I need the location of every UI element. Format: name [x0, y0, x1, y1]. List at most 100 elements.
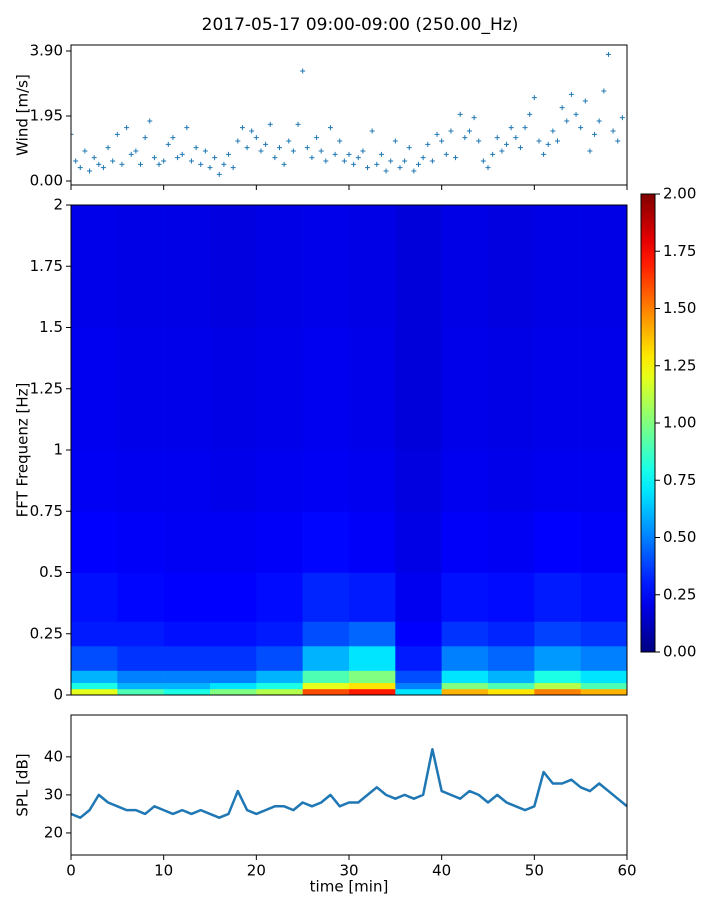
heat-cell [580, 205, 628, 328]
wind-point [355, 155, 361, 161]
heat-cell [534, 511, 581, 573]
heat-cell [580, 670, 628, 684]
heat-cell [302, 327, 350, 451]
wind-point [133, 148, 139, 154]
wind-point [582, 98, 588, 104]
wind-point [96, 161, 102, 167]
wind-point [184, 125, 190, 131]
wind-point [360, 148, 366, 154]
wind-point [91, 155, 97, 161]
heat-cell [534, 621, 581, 647]
wind-point [517, 145, 523, 151]
heat-cell [395, 205, 442, 328]
colorbar-tick-label: 2.00 [663, 185, 696, 203]
heat-cell [302, 621, 350, 647]
heat-cell [580, 327, 628, 451]
heat-cell [302, 511, 350, 573]
scatter-points [71, 51, 625, 177]
heat-cell [302, 572, 350, 622]
heat-cell [71, 670, 118, 684]
heat-cell [117, 327, 164, 451]
wind-point [592, 131, 598, 137]
heat-cell [163, 621, 211, 647]
heat-cell [256, 688, 303, 696]
heat-cell [580, 688, 628, 696]
wind-point [71, 131, 74, 137]
wind-point [596, 118, 602, 124]
wind-point [170, 135, 176, 141]
heat-cell [302, 646, 350, 671]
wind-point [175, 155, 181, 161]
wind-point [369, 128, 375, 134]
heat-cell [71, 646, 118, 671]
spl-line [71, 747, 627, 819]
wind-point [105, 145, 111, 151]
colorbar-tick-label: 1.50 [663, 299, 696, 317]
wind-point [216, 171, 222, 177]
heat-cell [534, 450, 581, 512]
heat-cell [349, 670, 396, 684]
heat-cell [534, 646, 581, 671]
heat-cell [441, 621, 489, 647]
heat-cell [210, 646, 257, 671]
wind-point [504, 141, 510, 147]
heat-cell [580, 572, 628, 622]
wind-point [212, 155, 218, 161]
heat-cell [302, 670, 350, 684]
wind-point [346, 151, 352, 157]
x-tick-label: 20 [247, 862, 266, 880]
heat-cell [488, 621, 535, 647]
wind-point [114, 131, 120, 137]
wind-point [295, 121, 301, 127]
colorbar-tick-label: 0.75 [663, 471, 696, 489]
figure-title: 2017-05-17 09:00-09:00 (250.00_Hz) [202, 15, 519, 35]
heat-cell [488, 205, 535, 328]
heat-cell [302, 682, 350, 690]
heat-cell [441, 205, 489, 328]
wind-point [425, 141, 431, 147]
heat-cell [349, 682, 396, 690]
wind-point [318, 148, 324, 154]
heat-cell [441, 646, 489, 671]
wind-point [156, 161, 162, 167]
heat-cell [71, 688, 118, 696]
colorbar-tick-label: 0.00 [663, 643, 696, 661]
wind-point [138, 161, 143, 167]
heat-cell [256, 511, 303, 573]
heat-cell [117, 205, 164, 328]
wind-point [494, 135, 500, 141]
wind-point [323, 158, 329, 164]
wind-point [573, 111, 579, 117]
wind-point [466, 128, 472, 134]
y-tick-label: 0 [53, 686, 63, 704]
colorbar-tick-label: 1.25 [663, 356, 696, 374]
x-tick-label: 60 [617, 862, 636, 880]
wind-point [480, 158, 486, 164]
wind-point [550, 128, 556, 134]
wind-point [513, 135, 519, 141]
wind-point [151, 155, 157, 161]
heat-cell [441, 511, 489, 573]
wind-point [439, 138, 445, 144]
heat-cell [302, 205, 350, 328]
wind-point [226, 151, 232, 157]
heat-cell [395, 572, 442, 622]
heat-cell [71, 572, 118, 622]
heat-cell [441, 572, 489, 622]
wind-point [619, 115, 625, 121]
wind-point [443, 151, 449, 157]
heat-cell [163, 646, 211, 671]
heat-cell [349, 450, 396, 512]
heat-cell [395, 646, 442, 671]
wind-point [453, 155, 459, 161]
heat-cell [256, 450, 303, 512]
heat-cell [117, 670, 164, 684]
wind-point [179, 151, 185, 157]
y-tick-label: 0.25 [30, 624, 63, 642]
heat-cell [488, 572, 535, 622]
heat-cell [534, 327, 581, 451]
wind-point [230, 165, 236, 171]
wind-point [564, 118, 570, 124]
y-tick-label: 0.75 [30, 502, 63, 520]
x-tick-label: 0 [66, 862, 76, 880]
